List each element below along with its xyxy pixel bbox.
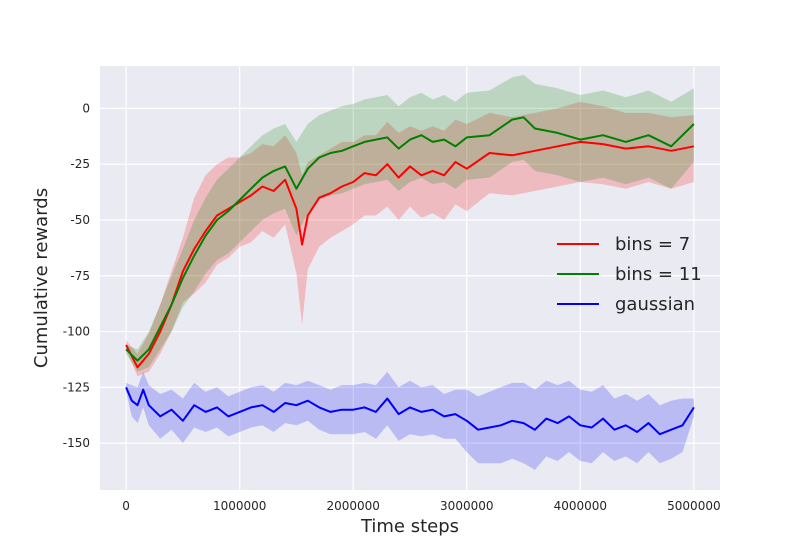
grid xyxy=(100,66,720,490)
x-tick-label-1: 1000000 xyxy=(213,499,266,513)
y-tick-label-0: -150 xyxy=(63,436,90,450)
y-tick-label-3: -75 xyxy=(70,269,90,283)
line-series-1 xyxy=(125,116,695,362)
x-tick-label-0: 0 xyxy=(122,499,130,513)
x-tick-label-2: 2000000 xyxy=(326,499,379,513)
legend-label-2: gaussian xyxy=(615,294,695,315)
y-tick-labels: -150 -125 -100 -75 -50 -25 0 xyxy=(63,101,90,450)
x-tick-label-3: 3000000 xyxy=(440,499,493,513)
legend-label-1: bins = 11 xyxy=(615,264,702,285)
x-tick-label-5: 5000000 xyxy=(667,499,720,513)
y-tick-label-5: -25 xyxy=(70,157,90,171)
line-series-0 xyxy=(125,140,695,369)
band-series-1 xyxy=(126,74,694,372)
y-tick-label-2: -100 xyxy=(63,325,90,339)
plot-background xyxy=(100,66,720,490)
confidence-bands xyxy=(126,74,694,470)
y-tick-label-4: -50 xyxy=(70,213,90,227)
legend-label-0: bins = 7 xyxy=(615,234,690,255)
band-series-0 xyxy=(126,101,694,377)
line-series-2 xyxy=(125,386,695,436)
y-tick-label-1: -125 xyxy=(63,380,90,394)
y-axis-label: Cumulative rewards xyxy=(31,188,52,368)
y-tick-label-6: 0 xyxy=(82,101,90,115)
x-tick-labels: 0 1000000 2000000 3000000 4000000 5000000 xyxy=(122,499,720,513)
legend: bins = 7 bins = 11 gaussian xyxy=(557,234,702,315)
band-series-2 xyxy=(126,371,694,470)
x-axis-label: Time steps xyxy=(360,516,459,537)
x-tick-label-4: 4000000 xyxy=(554,499,607,513)
series-lines xyxy=(125,116,695,436)
